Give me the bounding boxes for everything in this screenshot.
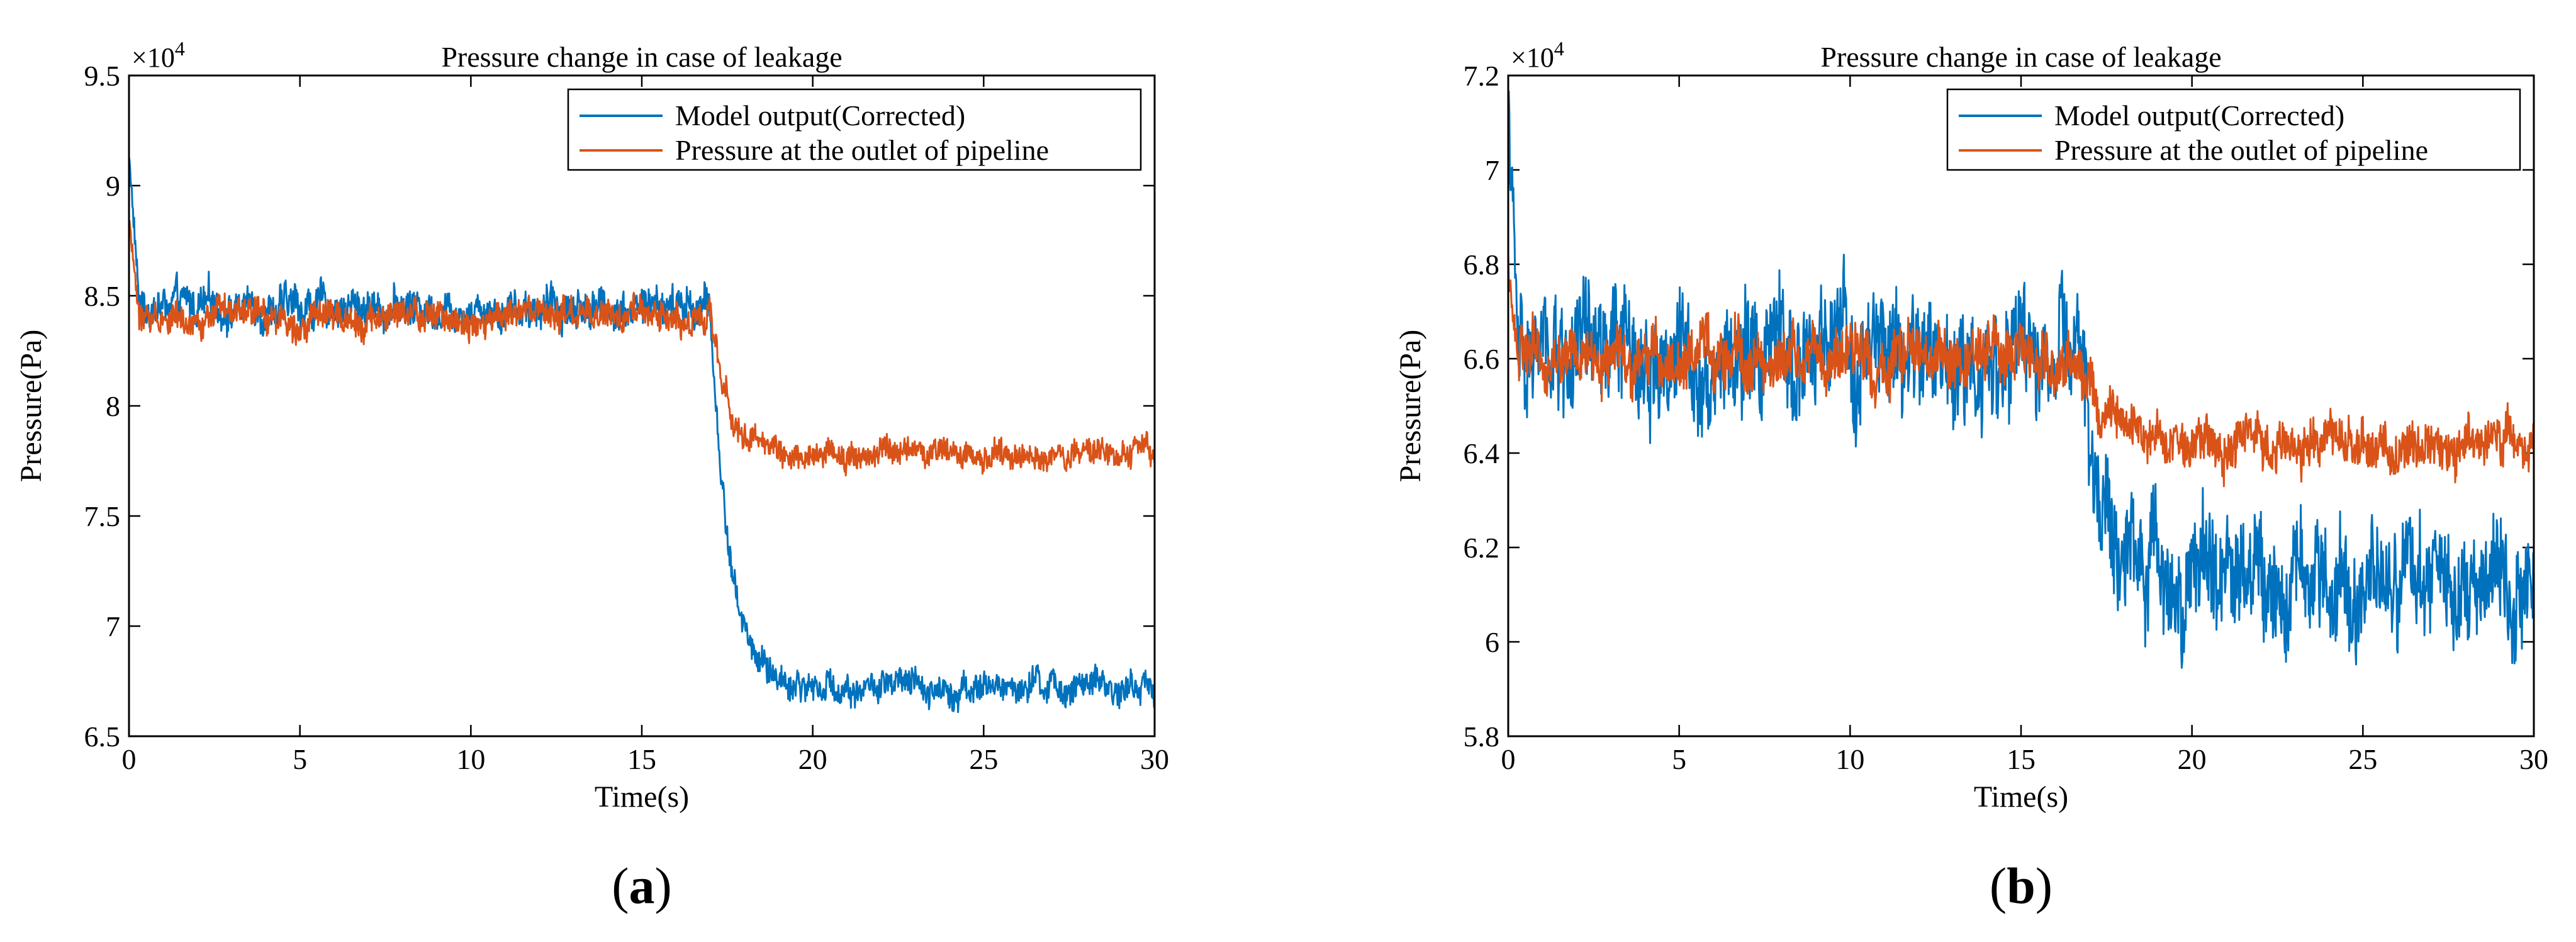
x-tick-label: 15: [627, 743, 656, 775]
series-lines-a: [129, 156, 1155, 714]
multiplier-exponent-a: 4: [175, 37, 185, 60]
y-axis-multiplier-a: ×104: [132, 37, 185, 73]
x-tick-label: 0: [1501, 743, 1516, 775]
y-axis-multiplier-b: ×104: [1511, 37, 1564, 73]
legend-entry-label: Pressure at the outlet of pipeline: [675, 134, 1049, 166]
multiplier-base-b: ×10: [1511, 42, 1554, 73]
caption-a: (a): [612, 857, 672, 914]
plot-frame-b: [1507, 74, 2535, 737]
caption-letter-b: b: [2007, 857, 2036, 914]
y-tick-label: 8.5: [84, 280, 121, 312]
y-tick-label: 9: [106, 170, 120, 202]
chart-panel-b: 0 5 10 15 20 25 30 5.8 6 6.2 6.4 6.6 6.8 7 7.2 Pressur…: [1394, 37, 2548, 914]
series-line-outlet-pressure: [129, 220, 1155, 477]
legend-box: [1946, 88, 2521, 171]
x-tick-label: 15: [2007, 743, 2036, 775]
legend-box: [567, 88, 1142, 171]
x-tick-label: 30: [2519, 743, 2548, 775]
y-tick-label: 7.5: [84, 500, 121, 532]
x-tick-label: 10: [456, 743, 485, 775]
x-tick-label: 25: [969, 743, 998, 775]
x-axis-label-a: Time(s): [595, 780, 689, 814]
y-axis-label-a: Pressure(Pa): [14, 330, 48, 483]
legend-a: Model output(Corrected)Pressure at the o…: [567, 88, 1142, 171]
series-line-model-output: [129, 156, 1155, 714]
plot-frame-a: [128, 74, 1156, 737]
caption-b: (b): [1990, 857, 2052, 914]
y-tick-label: 9.5: [84, 60, 121, 92]
plot-area-a: [129, 76, 1155, 736]
x-tick-label: 5: [1672, 743, 1686, 775]
caption-letter-a: a: [629, 857, 655, 914]
y-tick-label: 6.2: [1464, 532, 1500, 564]
x-axis-label-b: Time(s): [1974, 780, 2068, 814]
x-tick-label: 25: [2348, 743, 2377, 775]
x-tick-label: 20: [798, 743, 827, 775]
series-lines-b: [1508, 90, 2534, 669]
y-tick-label: 8: [106, 390, 120, 422]
ticks-a: 0 5 10 15 20 25 30 6.5 7 7.5 8 8.5 9 9.5: [84, 60, 1170, 775]
x-tick-label: 0: [122, 743, 137, 775]
x-tick-label: 30: [1140, 743, 1169, 775]
legend-entry-label: Pressure at the outlet of pipeline: [2054, 134, 2428, 166]
plot-area-b: [1508, 76, 2534, 736]
y-tick-label: 6: [1485, 626, 1499, 658]
y-tick-label: 5.8: [1464, 721, 1500, 753]
x-tick-label: 5: [293, 743, 307, 775]
legend-entry-label: Model output(Corrected): [2054, 99, 2344, 132]
y-tick-label: 6.4: [1464, 437, 1500, 469]
x-tick-label: 20: [2178, 743, 2207, 775]
multiplier-exponent-b: 4: [1554, 37, 1564, 60]
series-line-outlet-pressure: [1508, 252, 2534, 488]
chart-panel-a: 0 5 10 15 20 25 30 6.5 7 7.5 8 8.5 9 9.5 Pressure cha…: [14, 37, 1169, 914]
legend-entry-label: Model output(Corrected): [675, 99, 965, 132]
y-tick-label: 7: [1485, 154, 1499, 186]
multiplier-base-a: ×10: [132, 42, 175, 73]
chart-title-b: Pressure change in case of leakage: [1820, 41, 2221, 73]
chart-title-a: Pressure change in case of leakage: [441, 41, 842, 73]
y-tick-label: 6.6: [1464, 343, 1500, 375]
y-tick-label: 7.2: [1464, 60, 1500, 92]
x-tick-label: 10: [1835, 743, 1864, 775]
y-axis-label-b: Pressure(Pa): [1394, 330, 1427, 483]
y-tick-label: 7: [106, 610, 120, 642]
y-tick-label: 6.8: [1464, 249, 1500, 281]
legend-b: Model output(Corrected)Pressure at the o…: [1946, 88, 2521, 171]
y-tick-label: 6.5: [84, 721, 121, 753]
